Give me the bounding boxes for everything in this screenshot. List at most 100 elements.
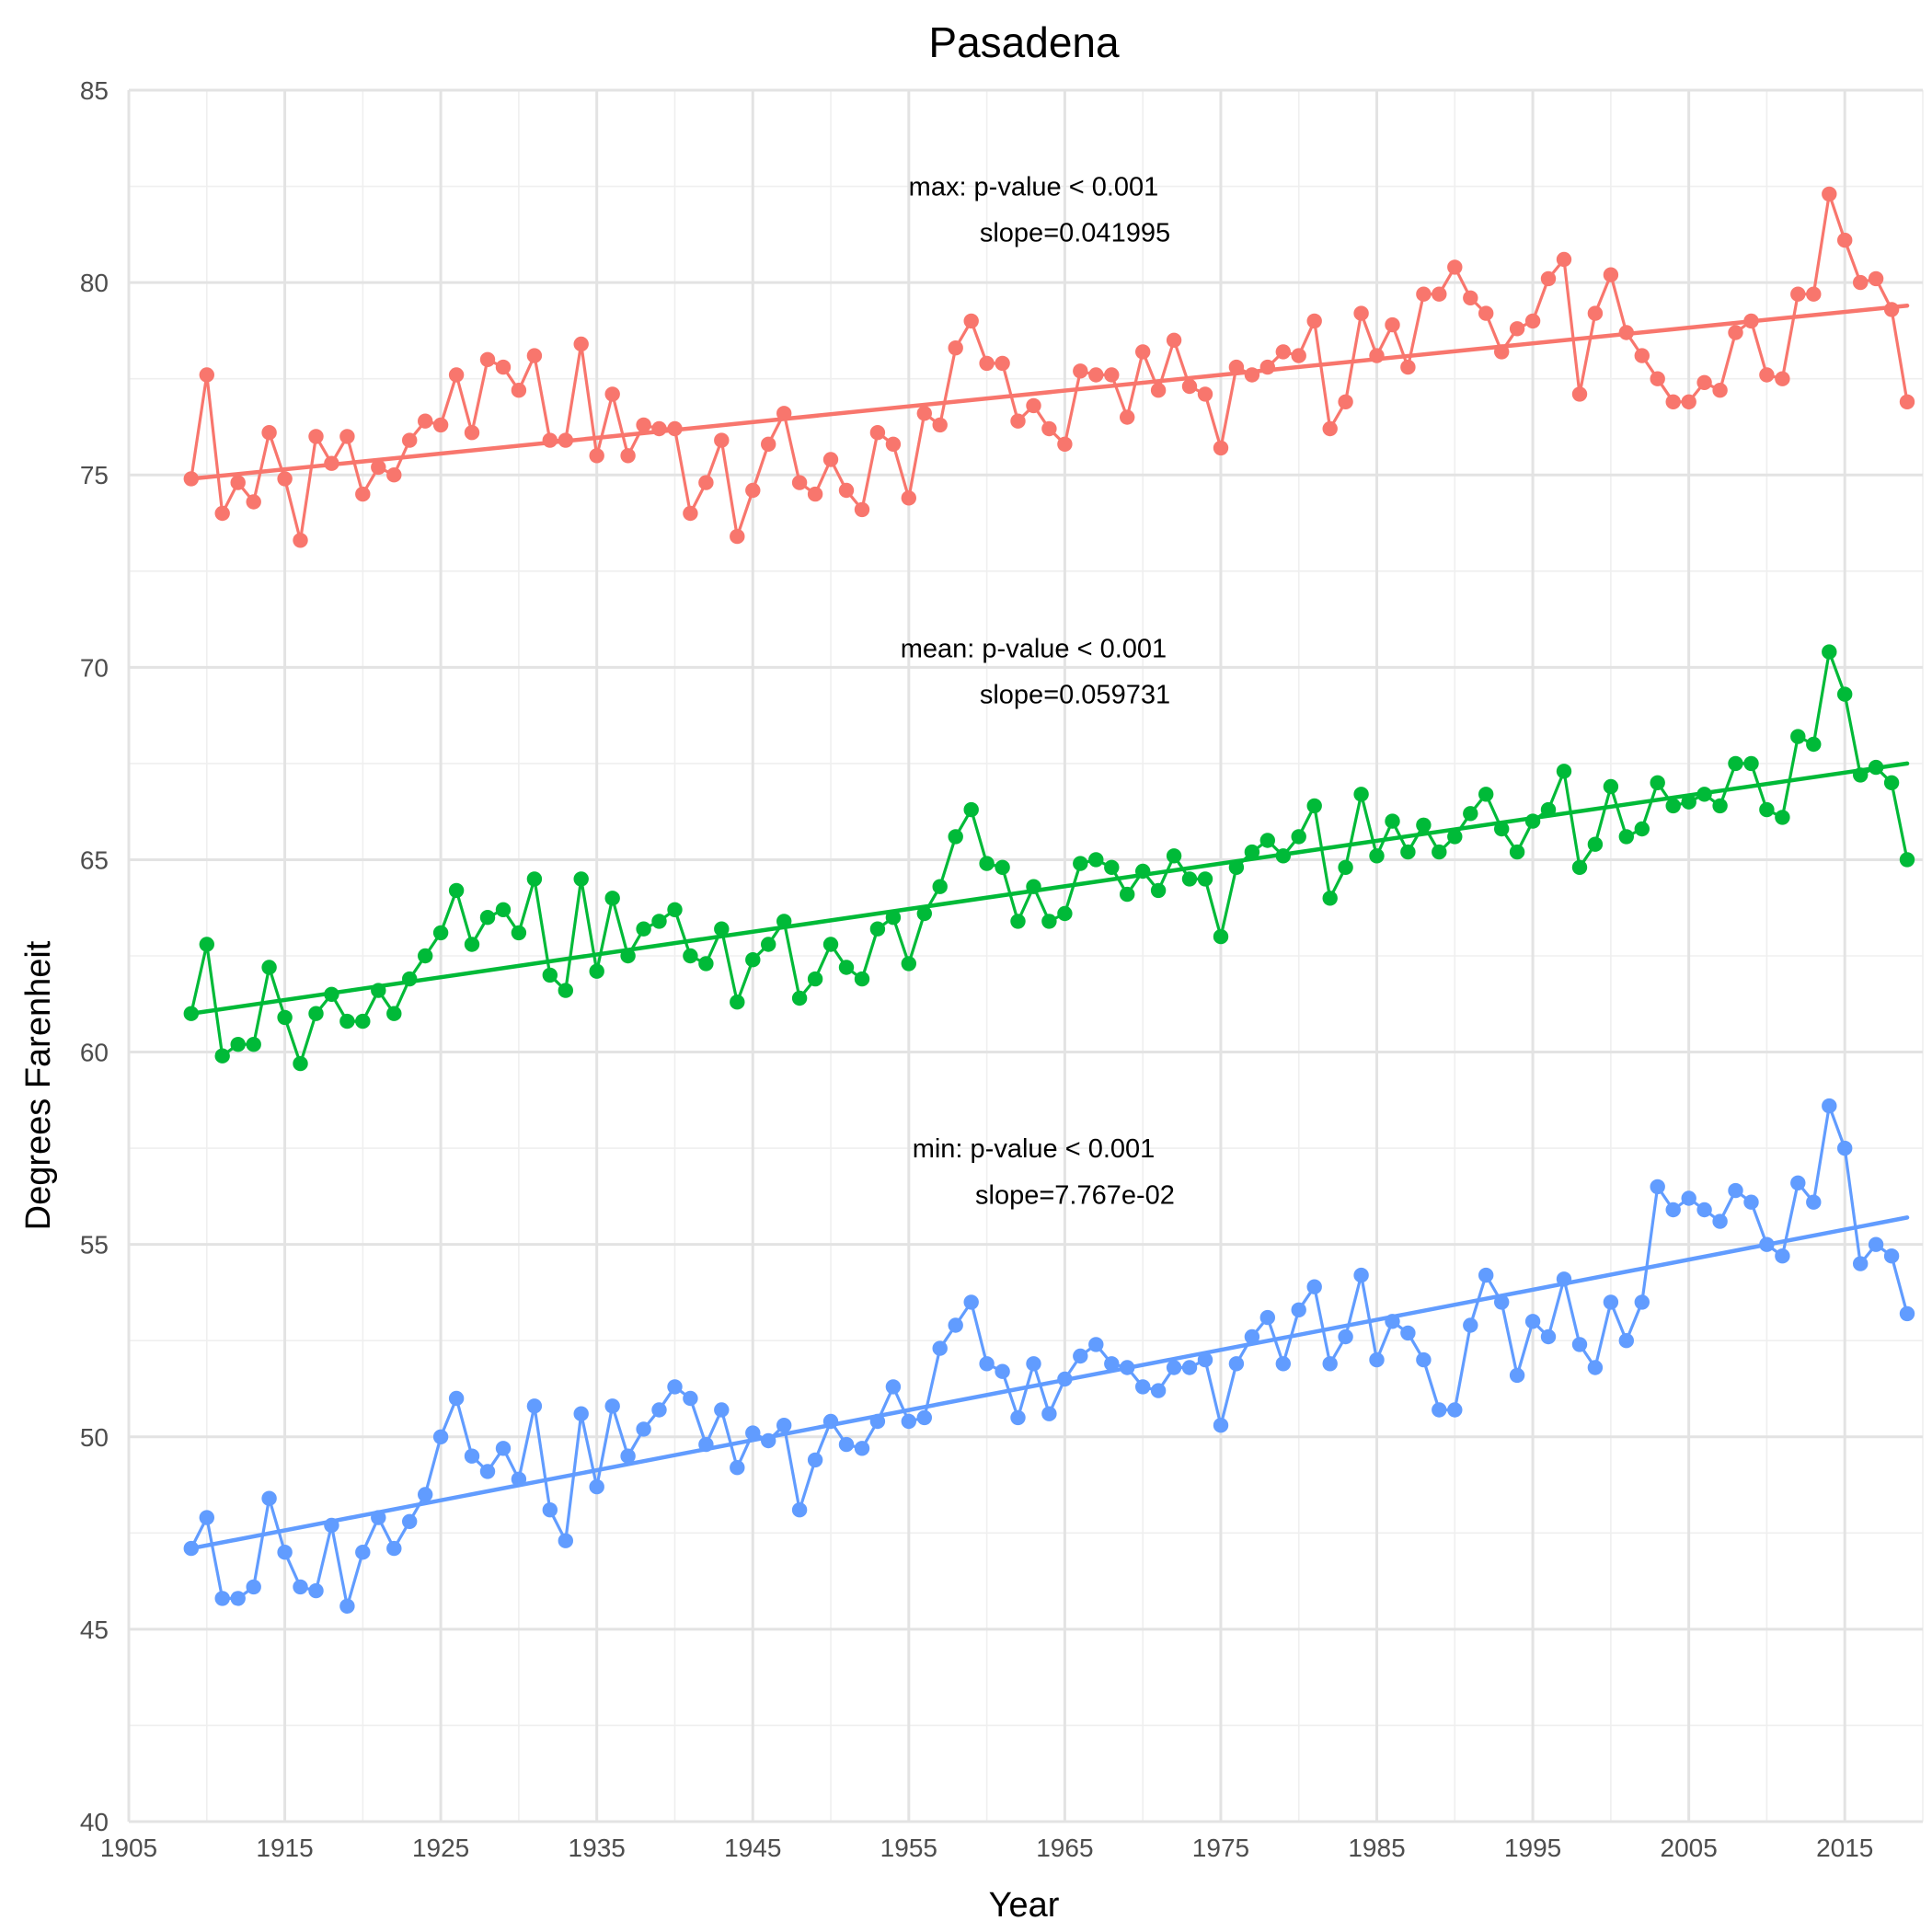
mean-data-point <box>1338 859 1353 875</box>
min-data-point <box>1571 1337 1588 1352</box>
min-data-point <box>1135 1379 1151 1395</box>
mean-series-line <box>190 650 1909 1065</box>
max-data-point <box>651 420 667 437</box>
mean-data-point <box>1883 775 1900 790</box>
mean-data-point <box>355 1013 371 1029</box>
min-data-point <box>838 1436 855 1453</box>
max-data-point <box>1587 305 1604 321</box>
mean-data-point <box>1696 787 1712 802</box>
mean-data-point <box>1244 844 1260 860</box>
max-data-point <box>1432 286 1447 302</box>
min-data-point <box>324 1517 339 1534</box>
mean-data-point <box>683 948 698 964</box>
x-tick-label: 2005 <box>1661 1834 1718 1862</box>
mean-data-point <box>432 925 449 941</box>
min-data-point <box>1041 1406 1057 1421</box>
min-data-point <box>1228 1356 1245 1372</box>
min-data-point <box>1213 1418 1229 1433</box>
min-data-point <box>1681 1190 1696 1206</box>
min-data-point <box>1853 1256 1869 1271</box>
min-data-point <box>885 1379 902 1395</box>
mean-data-point <box>1634 821 1650 837</box>
mean-data-point <box>1213 928 1229 945</box>
min-data-point <box>822 1413 839 1430</box>
max-data-point <box>261 425 277 441</box>
min-data-point <box>1524 1314 1541 1329</box>
mean-data-point <box>1150 882 1167 899</box>
max-data-point <box>714 432 730 448</box>
mean-data-point <box>1571 859 1588 875</box>
max-data-point <box>1197 386 1213 402</box>
mean-data-point <box>1743 755 1759 772</box>
mean-data-point <box>464 937 480 952</box>
min-data-point <box>246 1579 261 1595</box>
min-data-point <box>1478 1267 1494 1283</box>
min-data-point <box>199 1510 214 1525</box>
min-data-point <box>1650 1179 1665 1195</box>
min-data-point <box>1244 1328 1260 1345</box>
x-tick-label: 1945 <box>724 1834 781 1862</box>
max-data-point <box>963 313 979 329</box>
mean-data-point <box>230 1037 246 1052</box>
min-data-point <box>1899 1305 1915 1322</box>
min-data-point <box>1775 1248 1790 1264</box>
mean-data-point <box>246 1037 261 1052</box>
max-data-point <box>1322 420 1338 437</box>
mean-data-point <box>1197 871 1213 887</box>
max-data-point <box>230 475 246 490</box>
min-data-point <box>1073 1348 1088 1364</box>
mean-data-point <box>1369 848 1385 864</box>
max-data-point <box>761 436 776 452</box>
max-data-point <box>1400 359 1416 375</box>
max-data-point <box>558 432 573 448</box>
min-data-point <box>901 1413 916 1430</box>
max-data-point <box>776 406 792 421</box>
chart-title: Pasadena <box>928 18 1120 66</box>
max-data-point <box>1338 394 1353 409</box>
min-data-point <box>1057 1371 1073 1387</box>
max-data-point <box>1228 359 1245 375</box>
mean-data-point <box>371 983 386 998</box>
min-data-point <box>589 1478 604 1495</box>
x-tick-label: 1975 <box>1192 1834 1249 1862</box>
mean-data-point <box>791 990 808 1006</box>
mean-data-point <box>1806 736 1822 753</box>
min-data-point <box>464 1448 480 1464</box>
max-data-point <box>1681 394 1696 409</box>
min-data-point <box>214 1591 230 1606</box>
mean-data-point <box>261 960 277 975</box>
max-data-point <box>730 528 745 545</box>
max-data-point <box>1540 270 1557 287</box>
mean-data-point <box>418 948 433 964</box>
max-data-point <box>183 471 199 487</box>
mean-data-point <box>822 937 839 952</box>
max-data-point <box>932 417 948 433</box>
min-data-point <box>1322 1356 1338 1372</box>
min-data-point <box>1822 1098 1837 1114</box>
mean-data-point <box>1899 852 1915 868</box>
mean-data-point <box>1400 844 1416 860</box>
min-data-point <box>542 1502 558 1518</box>
mean-data-point <box>1478 787 1494 802</box>
mean-data-point <box>1228 859 1245 875</box>
max-data-point <box>1306 313 1322 329</box>
min-data-point <box>667 1379 683 1395</box>
mean-data-point <box>1041 914 1057 929</box>
min-data-point <box>620 1448 636 1464</box>
min-data-point <box>807 1452 823 1468</box>
mean-data-point <box>1494 821 1510 837</box>
min-data-point <box>604 1398 620 1414</box>
max-data-point <box>1603 267 1619 282</box>
min-data-point <box>1837 1140 1853 1156</box>
mean-data-point <box>901 956 916 972</box>
mean-data-point <box>1790 729 1806 744</box>
mean-data-point <box>1728 755 1743 772</box>
max-data-point <box>464 425 480 441</box>
mean-data-point <box>1868 759 1884 776</box>
tick-labels: 40 45 50 55 60 65 70 75 80 85 1905 1915 1925 1935 1945… <box>80 76 1874 1862</box>
max-data-point <box>448 367 465 383</box>
mean-data-point <box>1104 859 1120 875</box>
min-data-point <box>1166 1360 1182 1375</box>
min-data-point <box>1369 1351 1385 1368</box>
mean-data-point <box>1524 813 1541 829</box>
